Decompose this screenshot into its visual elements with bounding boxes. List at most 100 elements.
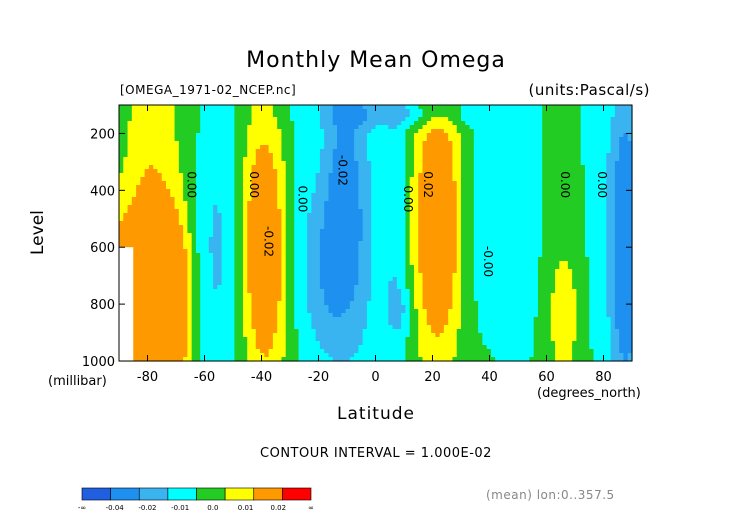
contour-cell [328,293,334,298]
contour-cell [315,285,321,290]
contour-cell [230,281,236,286]
contour-cell [371,105,377,110]
contour-cell [127,113,133,118]
contour-cell [379,145,385,150]
contour-cell [277,169,283,174]
contour-cell [358,305,364,310]
contour-cell [136,261,141,266]
contour-cell [396,293,402,298]
contour-cell [413,109,419,114]
contour-cell [409,241,415,246]
contour-cell [392,201,398,206]
contour-cell [375,149,381,154]
contour-cell [405,245,411,250]
contour-cell [187,269,193,274]
contour-cell [140,173,146,178]
contour-cell [260,353,265,358]
contour-cell [443,269,449,274]
contour-cell [208,245,214,250]
contour-cell [354,297,360,302]
contour-cell [174,325,180,330]
contour-cell [277,145,283,150]
contour-cell [302,169,308,174]
contour-cell [166,217,171,222]
contour-cell [204,137,210,142]
contour-cell [379,277,385,282]
contour-cell [405,137,411,142]
contour-cell [349,237,355,242]
contour-cell [153,285,159,290]
contour-cell [153,345,159,350]
contour-cell [230,125,236,130]
contour-cell [204,301,210,306]
contour-cell [140,117,146,122]
contour-cell [379,185,385,190]
contour-cell [255,269,261,274]
contour-cell [324,165,330,170]
contour-cell [264,113,270,118]
contour-cell [324,209,330,214]
contour-cell [123,241,129,246]
contour-cell [379,121,385,126]
contour-cell [251,349,257,354]
contour-cell [230,181,236,186]
contour-cell [319,297,325,302]
contour-cell [384,213,389,218]
contour-cell [178,181,184,186]
contour-cell [328,137,334,142]
contour-cell [213,329,218,334]
contour-cell [302,269,308,274]
contour-cell [255,197,261,202]
contour-cell [307,249,312,254]
contour-cell [375,137,381,142]
contour-cell [290,253,295,258]
contour-cell [204,333,210,338]
contour-cell [221,357,227,362]
contour-cell [187,121,193,126]
contour-cell [422,201,428,206]
contour-cell [379,221,385,226]
contour-cell [302,177,308,182]
contour-cell [140,133,146,138]
contour-cell [418,313,424,318]
contour-cell [405,197,411,202]
contour-cell [439,177,445,182]
contour-cell [225,297,231,302]
contour-cell [191,253,197,258]
contour-cell [251,253,257,258]
contour-cell [324,133,330,138]
contour-cell [238,329,244,334]
contour-cell [324,301,330,306]
contour-cell [277,185,283,190]
contour-cell [230,189,236,194]
contour-cell [448,205,454,210]
contour-cell [157,325,163,330]
contour-cell [418,173,424,178]
contour-cell [221,185,227,190]
contour-cell [307,225,312,230]
contour-cell [315,149,321,154]
contour-cell [195,137,201,142]
contour-cell [264,233,270,238]
contour-cell [435,329,441,334]
contour-cell [298,149,304,154]
contour-cell [418,125,424,130]
contour-cell [148,125,154,130]
contour-cell [191,205,197,210]
contour-cell [328,185,334,190]
contour-cell [153,181,159,186]
contour-cell [384,313,389,318]
contour-cell [183,153,189,158]
contour-cell [332,153,338,158]
contour-cell [311,133,317,138]
contour-cell [294,277,300,282]
contour-cell [153,145,159,150]
contour-cell [358,253,364,258]
contour-cell [405,345,411,350]
contour-cell [422,137,428,142]
contour-cell [183,161,189,166]
contour-cell [396,297,402,302]
contour-cell [435,153,441,158]
contour-cell [191,313,197,318]
contour-cell [213,349,218,354]
